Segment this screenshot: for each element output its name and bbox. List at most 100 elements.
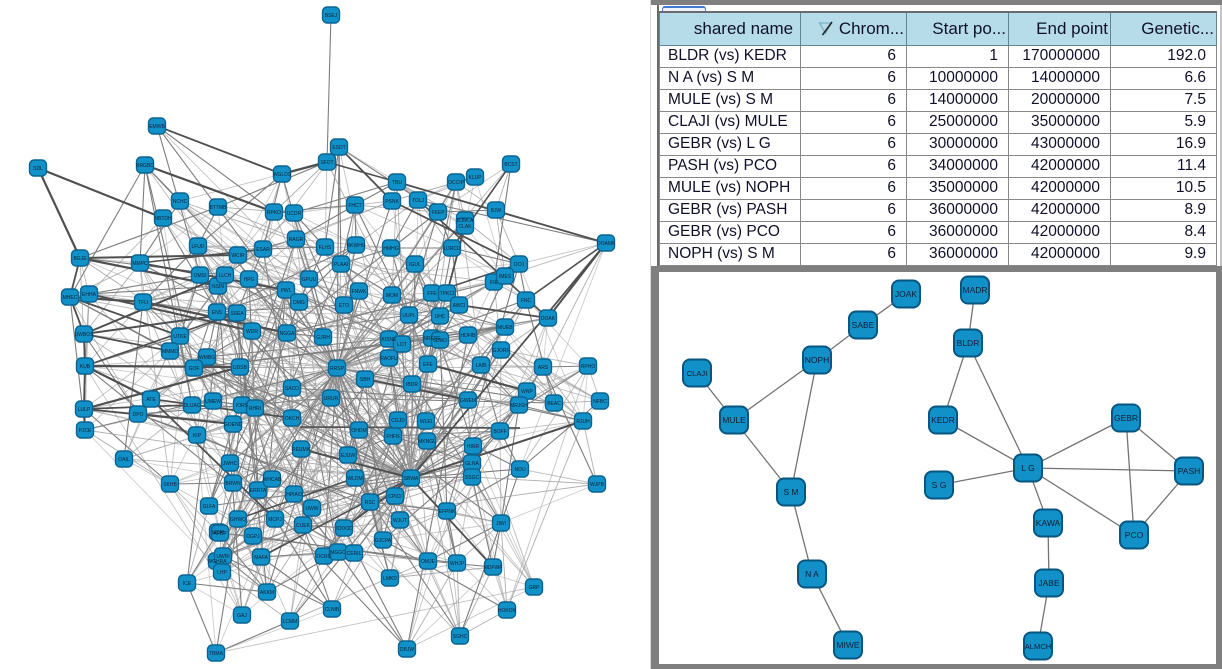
svg-text:SABE: SABE (852, 320, 875, 330)
svg-text:AKKM: AKKM (260, 590, 274, 596)
svg-text:NRESE: NRESE (423, 336, 441, 342)
svg-text:EHHA: EHHA (82, 292, 97, 298)
svg-text:UMEW: UMEW (205, 399, 221, 405)
svg-text:KEDR: KEDR (931, 415, 955, 425)
svg-text:JWHC: JWHC (223, 461, 238, 467)
svg-text:OKCH: OKCH (285, 416, 300, 422)
svg-text:MMMD: MMMD (162, 349, 178, 355)
svg-text:DMG: DMG (293, 300, 305, 306)
svg-text:SFDT: SFDT (320, 160, 333, 166)
svg-text:GAJ: GAJ (237, 613, 247, 619)
svg-text:BRGBC: BRGBC (136, 163, 154, 169)
svg-text:ICE: ICE (183, 581, 192, 587)
svg-text:BSEJ: BSEJ (325, 13, 338, 19)
svg-text:S M: S M (783, 487, 798, 497)
svg-text:RKWHU: RKWHU (347, 243, 366, 249)
svg-text:EFPNK: EFPNK (439, 509, 456, 515)
svg-text:IORS: IORS (236, 403, 249, 409)
svg-text:WHJP: WHJP (450, 561, 465, 567)
svg-text:MKNGL: MKNGL (418, 439, 436, 445)
svg-text:EMWB: EMWB (149, 124, 165, 130)
svg-text:HDFIB: HDFIB (461, 333, 477, 339)
svg-text:UWW: UWW (305, 506, 318, 512)
svg-text:NSIN: NSIN (212, 284, 224, 290)
svg-text:AWCI: AWCI (453, 303, 466, 309)
svg-text:SGHC: SGHC (453, 634, 468, 640)
svg-text:TOLJ: TOLJ (412, 198, 425, 204)
svg-text:TBMA: TBMA (209, 651, 224, 657)
svg-text:FHFN: FHFN (386, 434, 400, 440)
svg-text:UCDR: UCDR (287, 211, 302, 217)
svg-text:RJUH: RJUH (576, 419, 590, 425)
svg-text:FIE: FIE (490, 280, 498, 286)
svg-text:DOAK: DOAK (541, 316, 556, 322)
svg-text:SSGC: SSGC (465, 475, 480, 481)
svg-text:LCMM: LCMM (283, 619, 298, 625)
svg-text:OCCIP: OCCIP (448, 180, 465, 186)
svg-text:OJMLA: OJMLA (457, 218, 474, 224)
svg-text:UUPL: UUPL (402, 313, 416, 319)
svg-text:KLUP: KLUP (468, 175, 482, 181)
svg-text:NIUEB: NIUEB (497, 325, 513, 331)
svg-text:GPUU: GPUU (302, 277, 317, 283)
svg-text:OCRO: OCRO (317, 554, 332, 560)
svg-text:HINR: HINR (467, 444, 480, 450)
svg-text:UHC: UHC (435, 314, 446, 320)
svg-text:S G: S G (932, 480, 947, 490)
svg-text:OOAMK: OOAMK (597, 241, 616, 247)
svg-text:LAIB: LAIB (476, 363, 488, 369)
svg-text:MMPC: MMPC (132, 261, 148, 267)
svg-text:ATE: ATE (146, 397, 156, 403)
svg-text:LLCH: LLCH (219, 273, 232, 279)
svg-text:JABE: JABE (1038, 578, 1060, 588)
svg-text:DGPJ: DGPJ (246, 534, 260, 540)
svg-text:WJPB: WJPB (590, 482, 605, 488)
svg-text:RPHO: RPHO (581, 364, 596, 370)
svg-text:ALMCH: ALMCH (1025, 642, 1052, 651)
svg-text:CGJD: CGJD (391, 418, 405, 424)
svg-text:CLAK: CLAK (458, 224, 472, 230)
svg-text:BTTMB: BTTMB (210, 205, 228, 211)
svg-text:PSNK: PSNK (385, 199, 399, 205)
svg-text:NFBC: NFBC (593, 399, 607, 405)
svg-text:URUR: URUR (324, 396, 339, 402)
svg-text:TFIJ: TFIJ (138, 300, 148, 306)
svg-text:IBDR: IBDR (406, 382, 418, 388)
svg-text:EJUW: EJUW (341, 453, 355, 459)
svg-text:BJW: BJW (491, 208, 502, 214)
svg-text:UWBOS: UWBOS (75, 332, 95, 338)
svg-text:GJWJ: GJWJ (433, 338, 447, 344)
svg-text:RPKO: RPKO (267, 210, 281, 216)
svg-text:IMES: IMES (499, 274, 512, 280)
svg-text:DPO: DPO (133, 412, 144, 418)
svg-text:PJCE: PJCE (79, 428, 92, 434)
svg-text:JOOOD: JOOOD (335, 526, 353, 532)
svg-text:HPG: HPG (244, 277, 255, 283)
svg-text:BGJE: BGJE (73, 256, 87, 262)
svg-text:KISNE: KISNE (381, 337, 397, 343)
svg-text:LFUD: LFUD (191, 244, 204, 250)
svg-text:RAOFU: RAOFU (380, 356, 398, 362)
svg-text:TBU: TBU (392, 180, 402, 186)
svg-text:UJRCD: UJRCD (444, 246, 461, 252)
svg-text:PLAAI: PLAAI (334, 262, 348, 268)
svg-text:SBWA: SBWA (404, 476, 419, 482)
svg-text:MHEC: MHEC (63, 295, 78, 301)
svg-text:SSEA: SSEA (230, 311, 244, 317)
svg-text:PASH: PASH (1178, 466, 1201, 476)
svg-text:WJUT: WJUT (393, 518, 407, 524)
svg-text:SACO: SACO (285, 386, 299, 392)
svg-text:WCIR: WCIR (231, 253, 245, 259)
svg-text:ERRTA: ERRTA (250, 488, 267, 494)
svg-text:GHWO: GHWO (230, 517, 246, 523)
svg-text:LHP: LHP (217, 570, 227, 576)
svg-text:WMBG: WMBG (199, 355, 215, 361)
svg-text:OHDM: OHDM (351, 428, 366, 434)
svg-text:PCO: PCO (1125, 530, 1144, 540)
svg-text:MCPI: MCPI (212, 530, 225, 536)
svg-text:UWRI: UWRI (216, 554, 229, 560)
svg-text:WLDM: WLDM (347, 476, 362, 482)
svg-text:FNC: FNC (521, 298, 532, 304)
svg-text:RAGR: RAGR (289, 237, 304, 243)
svg-text:WHCAB: WHCAB (263, 477, 282, 483)
